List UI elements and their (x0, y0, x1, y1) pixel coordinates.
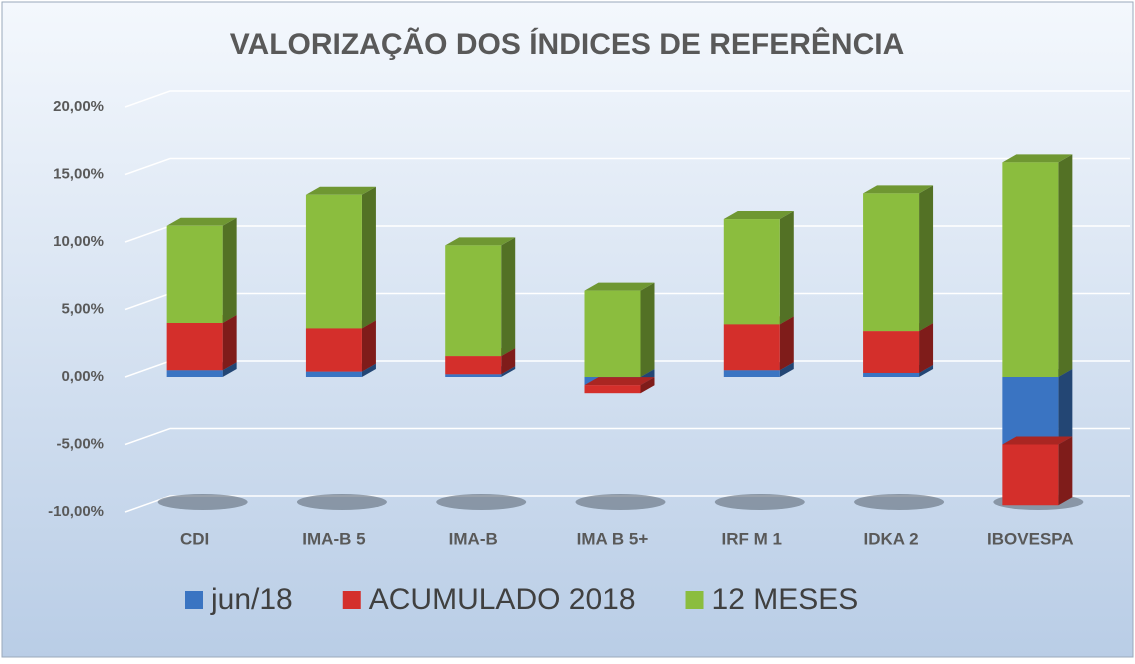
bar-top (584, 282, 655, 291)
y-tick-label: 5,00% (61, 300, 104, 317)
bar-shadow (436, 494, 527, 510)
bar-side (779, 362, 794, 377)
y-tick-label: 10,00% (53, 233, 104, 250)
bar-side (501, 348, 516, 375)
bar (166, 225, 223, 323)
legend-swatch (185, 591, 203, 609)
grid-line (124, 495, 1130, 513)
legend-label: 12 MESES (712, 583, 859, 616)
bar-side (919, 364, 934, 377)
bar-side (222, 217, 237, 323)
grid-line (124, 157, 1130, 176)
bar-top (863, 185, 934, 194)
legend-label: ACUMULADO 2018 (369, 583, 636, 616)
bar (305, 371, 362, 377)
x-tick-label: IMA-B 5 (302, 529, 365, 548)
x-tick-label: IDKA 2 (864, 529, 919, 548)
bar-top (1002, 436, 1073, 445)
bar (863, 193, 920, 332)
bar (166, 323, 223, 371)
bar-side (361, 363, 376, 377)
bar-shadow (575, 494, 666, 510)
y-tick-label: -10,00% (48, 503, 104, 520)
x-tick-label: CDI (180, 529, 209, 548)
bar (445, 374, 502, 377)
grid-line (124, 90, 1130, 108)
bar-top (723, 211, 794, 220)
legend-swatch (685, 591, 704, 609)
bar-shadow (296, 494, 387, 510)
bar-top (445, 237, 516, 246)
grid-line (124, 427, 1130, 446)
bar-side (1058, 436, 1073, 506)
bar (445, 245, 502, 357)
bar-side (222, 315, 237, 371)
bar (723, 324, 780, 371)
bar-shadow (854, 494, 945, 510)
bar-side (640, 377, 655, 394)
bar-side (779, 211, 794, 325)
bar-side (919, 185, 934, 332)
y-tick-label: 0,00% (61, 368, 104, 385)
chart-title: VALORIZAÇÃO DOS ÍNDICES DE REFERÊNCIA (230, 27, 905, 61)
y-tick-label: 20,00% (53, 98, 104, 115)
bar-side (222, 362, 237, 377)
bar-side (361, 186, 376, 329)
y-tick-label: -5,00% (56, 435, 104, 452)
bar-side (361, 320, 376, 372)
bar (1002, 162, 1059, 377)
bar-side (640, 282, 655, 377)
legend-label: jun/18 (210, 583, 293, 616)
bar-side (919, 323, 934, 373)
bar (445, 356, 502, 375)
bar-side (779, 316, 794, 371)
x-tick-label: IRF M 1 (722, 529, 782, 548)
bar-top (166, 217, 237, 226)
bar-top (305, 186, 376, 195)
bar (305, 194, 362, 329)
bar-shadow (157, 494, 248, 510)
bar (1002, 377, 1059, 445)
x-tick-label: IMA-B (449, 529, 498, 548)
bar-side (1058, 154, 1073, 377)
legend-swatch (342, 591, 361, 609)
bar (723, 370, 780, 377)
bar (584, 290, 641, 377)
bar-side (1058, 369, 1073, 445)
x-tick-label: IBOVESPA (987, 529, 1074, 548)
bar (1002, 444, 1059, 506)
bar (863, 331, 920, 373)
bar (863, 372, 920, 377)
bar-side (501, 366, 516, 377)
y-tick-label: 15,00% (53, 165, 104, 182)
bar-shadow (714, 494, 805, 510)
x-tick-label: IMA B 5+ (577, 529, 649, 548)
bar (584, 385, 641, 394)
bar-top (1002, 154, 1073, 163)
bar (723, 219, 780, 325)
bar-side (501, 237, 516, 357)
bar (305, 328, 362, 372)
bar (166, 370, 223, 377)
bar-top (584, 377, 655, 386)
